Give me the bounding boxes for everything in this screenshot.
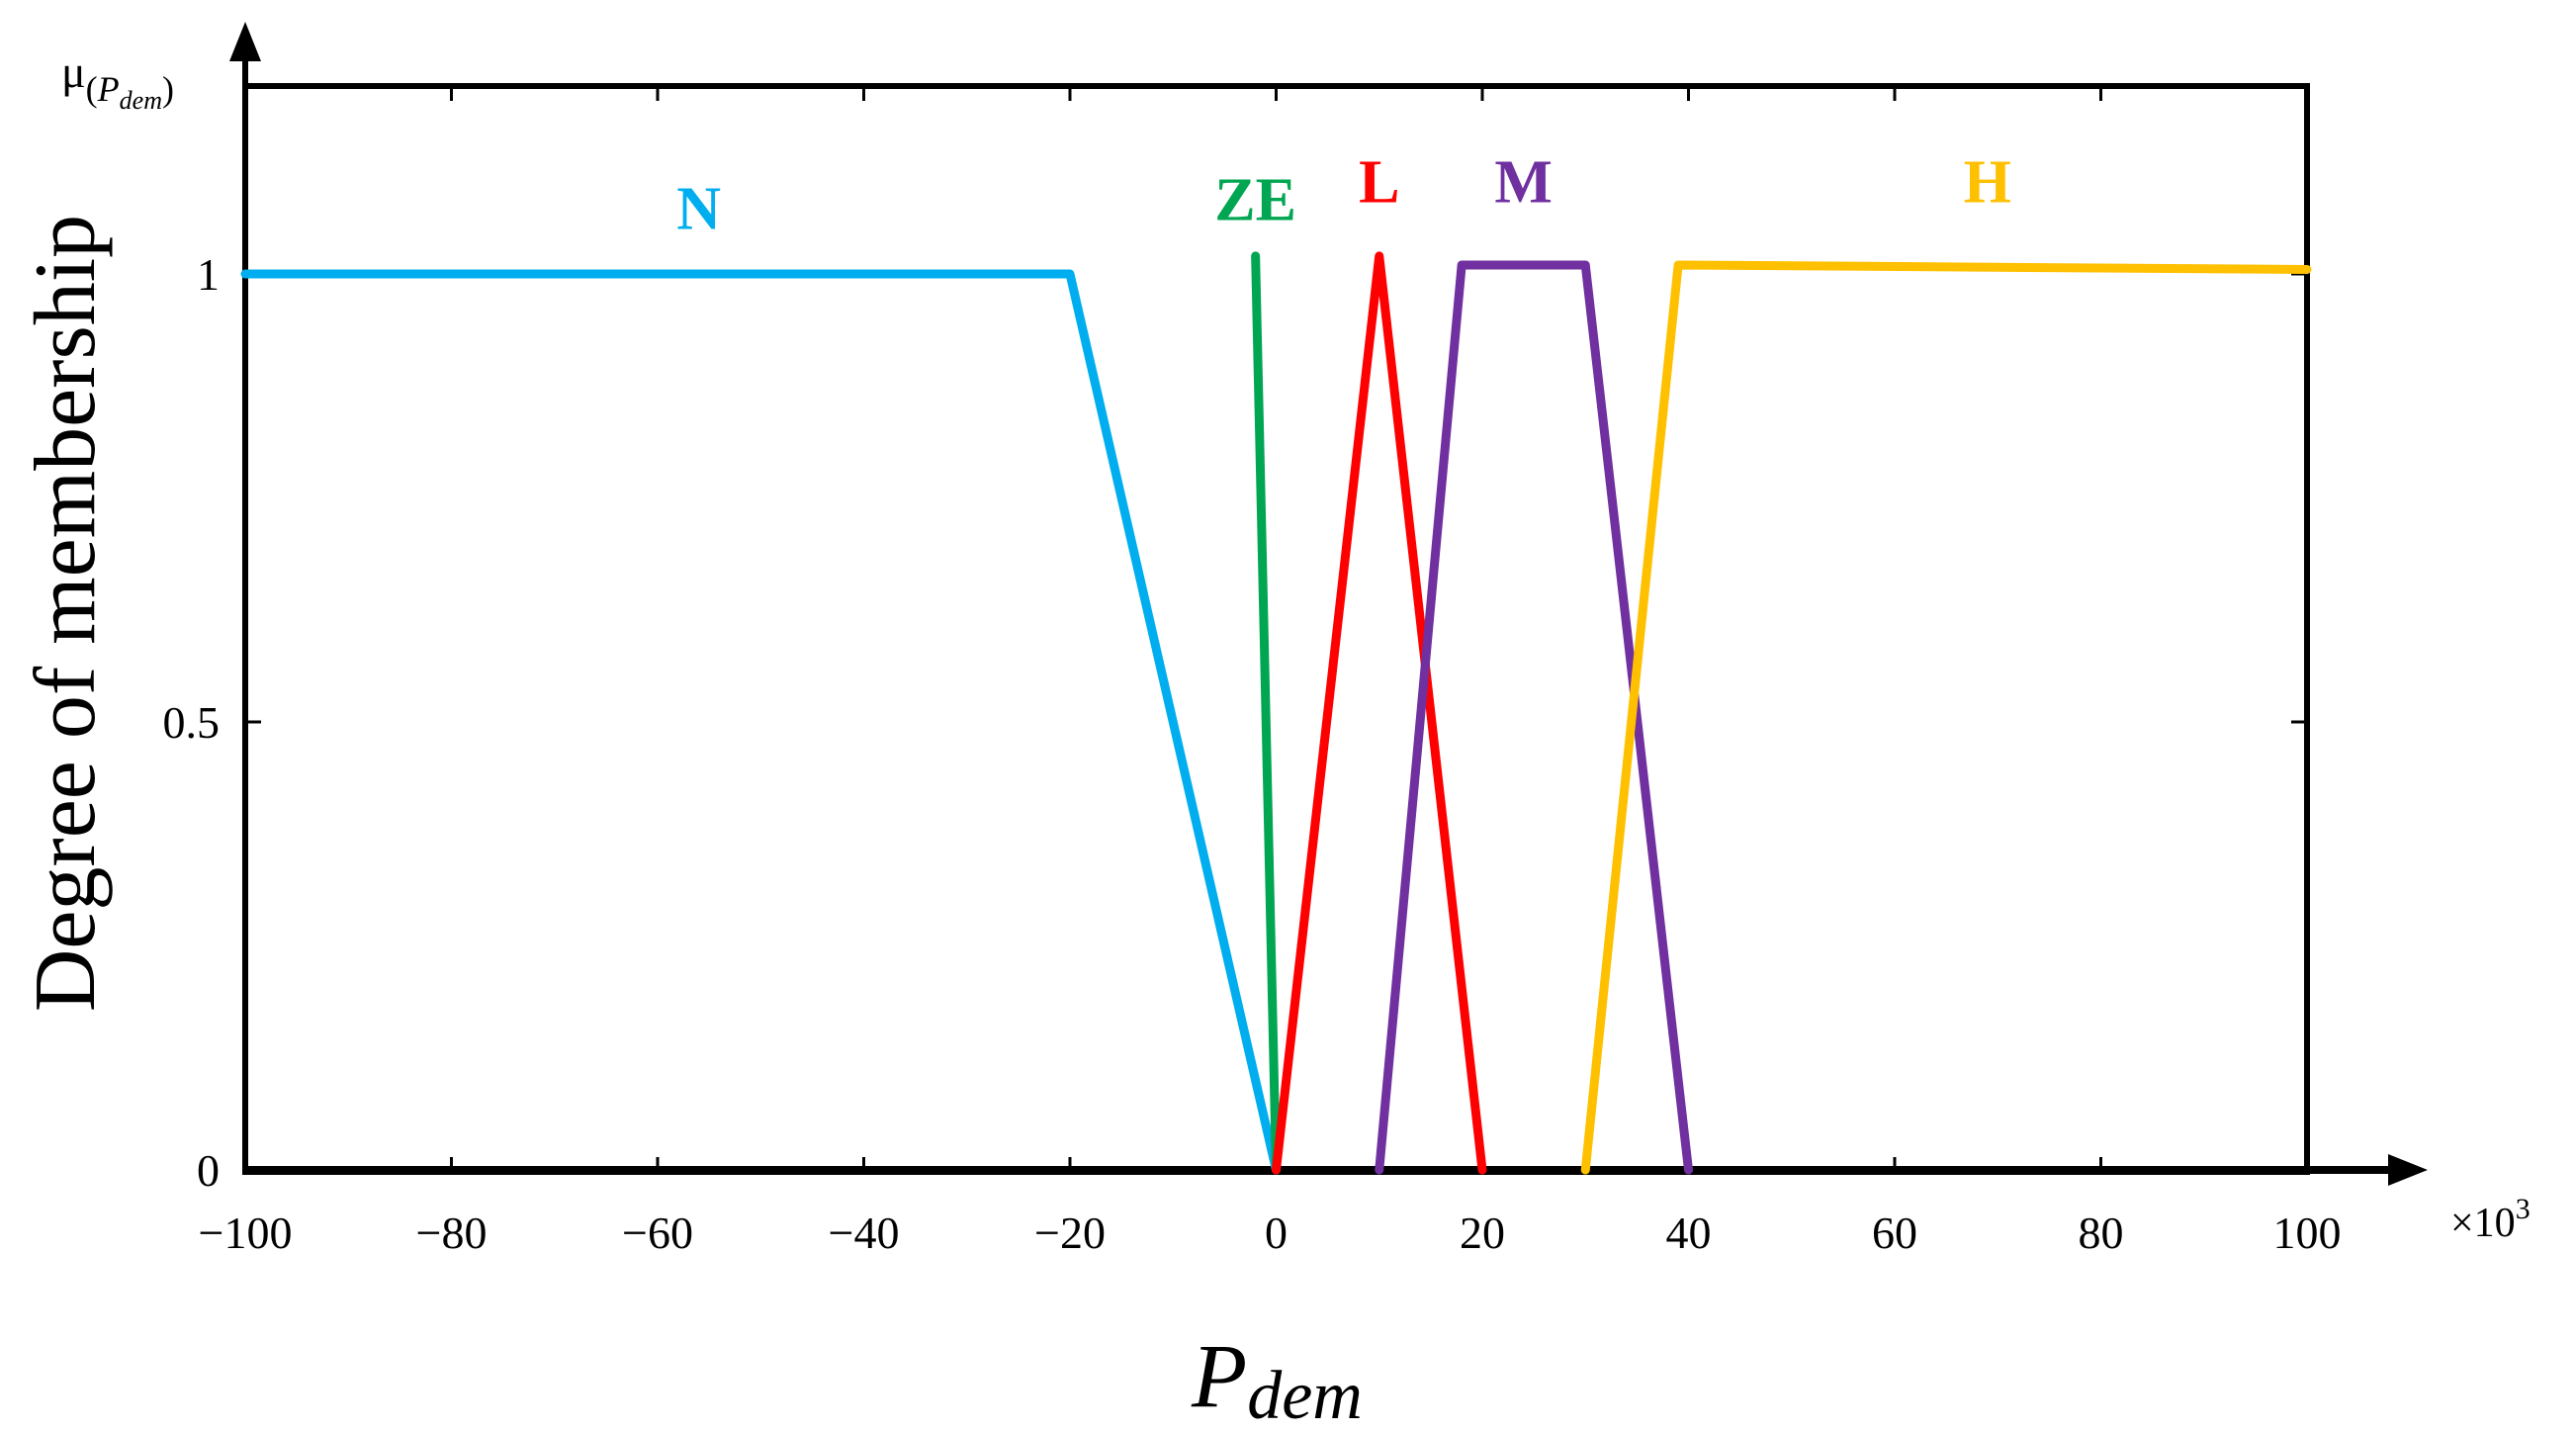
series-line-l [1272,251,1487,1175]
series-label-m: M [1494,149,1553,217]
x-tick-label: −40 [829,1208,900,1258]
y-axis-label: Degree of membership [18,215,114,1012]
x-axis-label-subscript: dem [1247,1358,1363,1433]
series-line-n [240,269,1281,1175]
mu-symbol: μ [61,46,86,97]
series-label-h: H [1964,149,2011,217]
x-tick-label: 40 [1666,1208,1712,1258]
mu-subscript-open: ( [86,69,98,109]
series-lines [240,251,2312,1175]
x-multiplier-exponent: 3 [2516,1193,2531,1225]
x-axis-label-base: P [1191,1325,1247,1426]
mu-subscript-dem: dem [120,86,162,115]
x-tick-label: 100 [2273,1208,2342,1258]
y-tick-label: 1 [197,249,220,300]
x-axis-label: Pdem [1191,1325,1363,1433]
tick-labels: −100 −80 −60 −40 −20 0 20 40 60 80 100 0 0.5 1 [163,249,2342,1258]
y-axis-arrowhead [229,22,261,61]
x-tick-label: −80 [416,1208,488,1258]
x-tick-label: −20 [1034,1208,1106,1258]
series-label-n: N [676,176,721,243]
x-axis-arrowhead [2388,1154,2428,1186]
series-label-l: L [1359,149,1399,217]
mu-subscript-close: ) [162,69,174,109]
x-tick-label: 20 [1460,1208,1505,1258]
x-axis-multiplier: ×103 [2450,1193,2531,1246]
x-tick-label: −100 [199,1208,293,1258]
series-label-ze: ZE [1214,167,1296,234]
y-tick-label: 0 [197,1145,220,1196]
series-line-m [1375,260,1693,1175]
mu-subscript-p: P [97,69,120,109]
x-multiplier-base: ×10 [2450,1201,2516,1246]
x-tick-label: −60 [622,1208,693,1258]
x-tick-label: 80 [2079,1208,2124,1258]
x-tick-label: 0 [1265,1208,1288,1258]
x-tick-label: 60 [1872,1208,1917,1258]
y-axis-mu-label: μ(Pdem) [61,46,174,115]
series-line-ze [1251,251,1281,1175]
series-labels: N ZE L M H [676,149,2011,243]
series-line-h [1580,260,2312,1175]
y-tick-label: 0.5 [163,697,221,748]
